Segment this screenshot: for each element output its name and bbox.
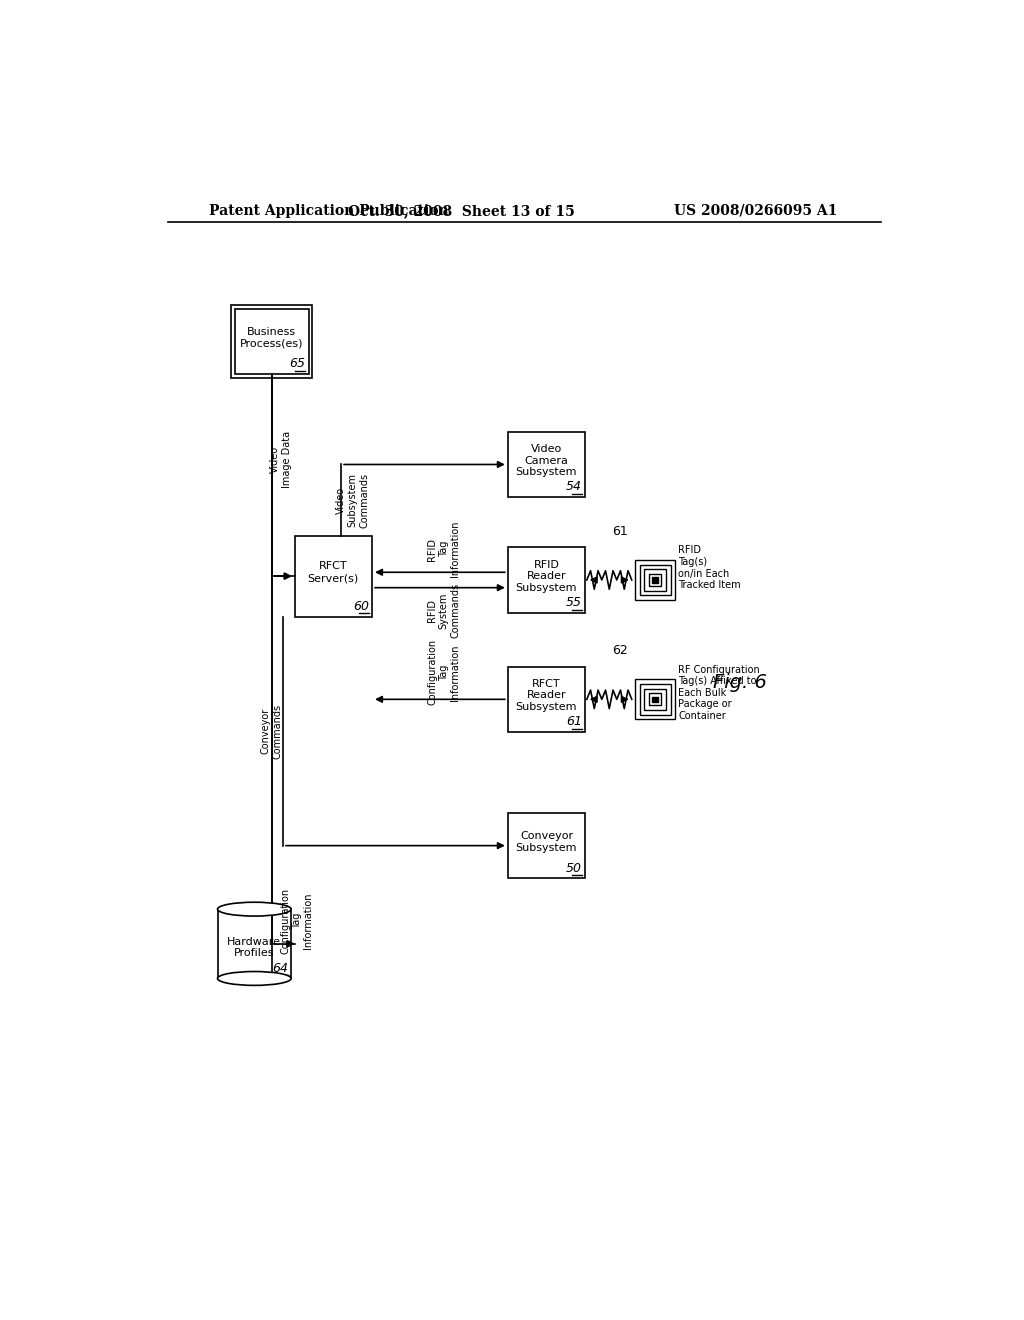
Bar (635, 680, 675, 719)
Text: Conveyor
Subsystem: Conveyor Subsystem (516, 832, 578, 853)
Text: Conveyor
Commands: Conveyor Commands (260, 704, 283, 759)
Text: RF Configuration
Tag(s) Affixed to
Each Bulk
Package or
Container: RF Configuration Tag(s) Affixed to Each … (678, 665, 760, 721)
Bar (640, 565, 671, 595)
Text: RFID
Reader
Subsystem: RFID Reader Subsystem (516, 560, 578, 593)
Text: Oct. 30, 2008  Sheet 13 of 15: Oct. 30, 2008 Sheet 13 of 15 (348, 203, 574, 218)
Text: Hardware
Profiles: Hardware Profiles (227, 937, 282, 958)
Bar (644, 569, 666, 591)
Text: RFID
Tag
Information: RFID Tag Information (427, 521, 461, 577)
Bar (640, 684, 671, 714)
Text: US 2008/0266095 A1: US 2008/0266095 A1 (674, 203, 838, 218)
Bar (508, 432, 586, 498)
Bar (644, 689, 666, 710)
Bar (652, 577, 657, 582)
Text: 60: 60 (353, 599, 369, 612)
Bar (234, 309, 308, 374)
Text: 55: 55 (566, 595, 583, 609)
Text: RFCT
Reader
Subsystem: RFCT Reader Subsystem (516, 678, 578, 711)
Text: 54: 54 (566, 480, 583, 494)
Text: 50: 50 (566, 862, 583, 874)
Text: Patent Application Publication: Patent Application Publication (209, 203, 449, 218)
Text: 61: 61 (566, 715, 583, 729)
Bar (295, 536, 372, 616)
Text: Configuration
Tag
Information: Configuration Tag Information (281, 887, 313, 954)
Text: Video
Image Data: Video Image Data (270, 432, 292, 488)
Text: 64: 64 (272, 961, 288, 974)
Bar (649, 693, 662, 705)
Text: RFCT
Server(s): RFCT Server(s) (308, 561, 359, 583)
Text: RFID
Tag(s)
on/in Each
Tracked Item: RFID Tag(s) on/in Each Tracked Item (678, 545, 741, 590)
Ellipse shape (217, 972, 291, 985)
Bar (652, 697, 657, 702)
Ellipse shape (217, 903, 291, 916)
Text: Business
Process(es): Business Process(es) (240, 326, 303, 348)
Text: 61: 61 (612, 524, 628, 537)
Text: Fig. 6: Fig. 6 (714, 672, 767, 692)
Text: Configuration
Tag
Information: Configuration Tag Information (427, 639, 461, 705)
Bar (231, 305, 312, 378)
Text: RFID
System
Commands: RFID System Commands (427, 583, 461, 639)
Bar (217, 909, 291, 978)
Bar (508, 667, 586, 733)
Text: Video
Camera
Subsystem: Video Camera Subsystem (516, 444, 578, 478)
Text: 62: 62 (612, 644, 628, 657)
Text: 65: 65 (290, 358, 305, 370)
Bar (649, 574, 662, 586)
Bar (508, 813, 586, 878)
Text: Video
Subsystem
Commands: Video Subsystem Commands (336, 473, 370, 528)
Bar (508, 548, 586, 612)
Bar (635, 560, 675, 601)
